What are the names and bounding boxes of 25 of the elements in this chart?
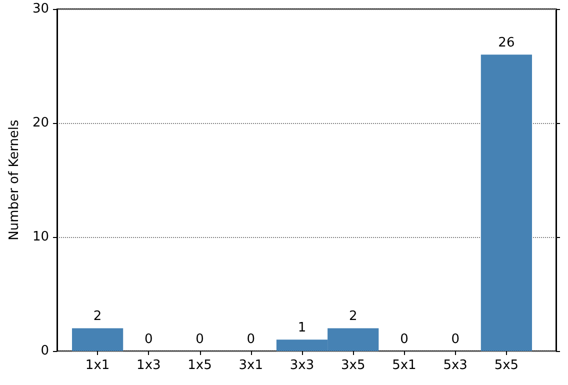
data-label: 0 bbox=[196, 332, 204, 347]
x-tick-label: 5x3 bbox=[443, 358, 468, 373]
x-tick-label: 1x3 bbox=[136, 358, 161, 373]
y-axis-title: Number of Kernels bbox=[7, 119, 22, 240]
x-tick-label: 3x1 bbox=[238, 358, 264, 373]
x-tick-label: 3x5 bbox=[340, 358, 366, 373]
x-tick-label: 1x5 bbox=[188, 358, 212, 373]
data-label: 26 bbox=[498, 36, 515, 51]
bar bbox=[480, 54, 532, 351]
data-label: 0 bbox=[246, 332, 256, 347]
data-label: 0 bbox=[451, 332, 460, 347]
x-tick-label: 5x1 bbox=[392, 358, 416, 373]
data-label: 0 bbox=[400, 332, 408, 347]
y-tick-label: 0 bbox=[40, 344, 49, 358]
bar bbox=[72, 328, 124, 351]
y-tick-label: 20 bbox=[32, 116, 49, 130]
y-tick-label: 10 bbox=[32, 230, 49, 244]
data-label: 2 bbox=[93, 309, 102, 324]
x-tick-label: 1x1 bbox=[85, 358, 110, 373]
data-label: 2 bbox=[348, 309, 358, 324]
x-tick-label: 3x3 bbox=[290, 358, 314, 373]
y-tick-label: 30 bbox=[32, 2, 49, 16]
x-tick-label: 5x5 bbox=[494, 358, 519, 373]
data-label: 0 bbox=[144, 332, 153, 347]
data-label: 1 bbox=[298, 320, 306, 336]
